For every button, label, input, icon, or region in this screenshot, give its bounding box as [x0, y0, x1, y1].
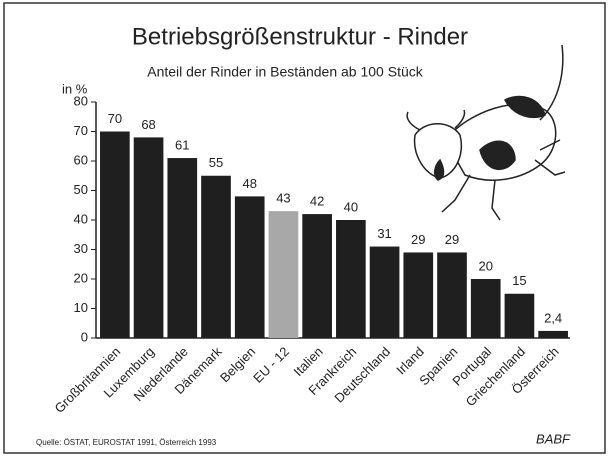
credit: BABF [536, 431, 571, 446]
chart-subtitle: Anteil der Rinder in Beständen ab 100 St… [147, 64, 424, 80]
bar [370, 247, 400, 338]
source: Quelle: ÖSTAT, EUROSTAT 1991, Österreich… [36, 438, 217, 447]
bar [505, 294, 535, 338]
value-label: 29 [411, 232, 425, 247]
value-label: 48 [242, 176, 256, 191]
value-label: 2,4 [544, 310, 562, 325]
bar [403, 252, 433, 338]
value-label: 61 [175, 137, 189, 152]
y-tick-label: 30 [74, 241, 88, 256]
value-label: 70 [108, 111, 122, 126]
value-label: 40 [344, 199, 358, 214]
y-tick-label: 50 [74, 182, 88, 197]
bar [302, 214, 332, 338]
bar [100, 132, 130, 339]
value-label: 68 [141, 117, 155, 132]
value-label: 42 [310, 194, 324, 209]
value-label: 31 [377, 226, 391, 241]
value-label: 43 [276, 191, 290, 206]
y-tick-label: 70 [74, 123, 88, 138]
value-label: 20 [478, 258, 492, 273]
y-tick-label: 60 [74, 152, 88, 167]
bar [167, 158, 197, 338]
bar [538, 331, 568, 338]
bar [471, 279, 501, 338]
bar [437, 252, 467, 338]
bar [201, 176, 231, 338]
y-tick-label: 10 [74, 300, 88, 315]
y-tick-label: 20 [74, 270, 88, 285]
bar [134, 137, 164, 338]
bar [336, 220, 366, 338]
y-tick-label: 80 [74, 93, 88, 108]
y-tick-label: 0 [81, 329, 88, 344]
value-label: 55 [209, 155, 223, 170]
y-tick-label: 40 [74, 211, 88, 226]
bar [269, 211, 299, 338]
value-label: 29 [445, 232, 459, 247]
chart-title: Betriebsgrößenstruktur - Rinder [132, 23, 468, 50]
value-label: 15 [512, 273, 526, 288]
bar [235, 196, 265, 338]
chart: Betriebsgrößenstruktur - Rinder Anteil d… [0, 0, 611, 458]
